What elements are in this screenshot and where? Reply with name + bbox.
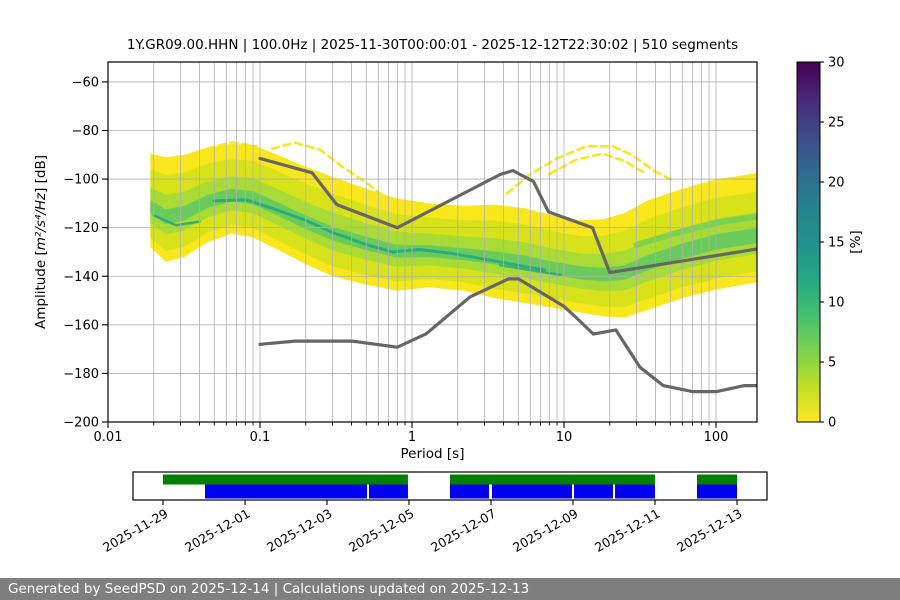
colorbar-tick-label: 5 — [828, 356, 836, 371]
x-tick-label: 10 — [556, 430, 573, 445]
psd-density-streak-0 — [212, 198, 547, 272]
colorbar-tick-label: 15 — [828, 236, 845, 251]
noise-model-curves — [258, 156, 757, 394]
psd-cloud-layer-3 — [150, 188, 757, 282]
timeline-date-label: 2025-12-01 — [182, 506, 252, 555]
colorbar-tick-label: 10 — [828, 296, 845, 311]
plot-border — [107, 61, 758, 423]
timeline-blue-segment — [615, 484, 655, 499]
timeline-date-label: 2025-11-29 — [100, 506, 170, 555]
y-axis-ticks: −60 −80 −100 −120 −140 −160 −180 −200 — [63, 75, 108, 431]
psd-sparse-wisp-1 — [505, 145, 675, 195]
x-axis-ticks: 0.01 0.1 1 10 100 — [94, 422, 729, 445]
timeline-date-label: 2025-12-03 — [264, 506, 334, 555]
x-tick-label: 100 — [704, 430, 729, 445]
timeline-date-label: 2025-12-07 — [428, 506, 498, 555]
x-tick-label: 1 — [408, 430, 416, 445]
psd-heatmap-cloud — [150, 140, 757, 318]
x-tick-label: 0.1 — [250, 430, 271, 445]
coverage-timeline: 2025-11-29 2025-12-01 2025-12-03 2025-12-05… — [100, 471, 768, 555]
psd-sparse-wisp-2 — [206, 140, 258, 150]
timeline-blue-segment — [491, 484, 572, 499]
y-tick-label: −140 — [63, 270, 99, 285]
psd-density-streak-3 — [633, 213, 757, 248]
colorbar: 0 5 10 15 20 25 30 — [796, 56, 845, 431]
psd-sparse-wisp-3 — [547, 152, 645, 176]
nhnm-curve — [258, 156, 757, 275]
colorbar-tick-label: 20 — [828, 176, 845, 191]
timeline-date-label: 2025-12-09 — [510, 506, 580, 555]
grid-lines — [108, 62, 757, 422]
y-tick-label: −180 — [63, 367, 99, 382]
colorbar-tick-label: 30 — [828, 56, 845, 71]
y-tick-label: −80 — [72, 124, 99, 139]
colorbar-unit-label: [%] — [848, 230, 864, 254]
colorbar-gradient — [796, 61, 821, 423]
y-tick-label: −200 — [63, 416, 99, 431]
psd-density-streak-1 — [152, 214, 201, 227]
timeline-blue-segment — [697, 484, 738, 499]
psd-sparse-wisp-0 — [270, 141, 382, 195]
timeline-green-segment — [697, 474, 738, 485]
x-axis-label: Period [s] — [400, 446, 465, 462]
timeline-green-segment — [162, 474, 408, 485]
timeline-blue-segment — [205, 484, 368, 499]
nlnm-curve — [258, 277, 757, 394]
status-bar: Generated by SeedPSD on 2025-12-14 | Cal… — [0, 578, 900, 600]
status-bar-text: Generated by SeedPSD on 2025-12-14 | Cal… — [8, 581, 530, 597]
timeline-blue-segment — [574, 484, 614, 499]
colorbar-tick-label: 25 — [828, 116, 845, 131]
chart-title: 1Y.GR09.00.HHN | 100.0Hz | 2025-11-30T00… — [126, 37, 739, 53]
timeline-date-label: 2025-12-13 — [674, 506, 744, 555]
y-tick-label: −100 — [63, 173, 99, 188]
y-tick-label: −120 — [63, 221, 99, 236]
timeline-blue-segment — [450, 484, 489, 499]
x-tick-label: 0.01 — [94, 430, 123, 445]
timeline-green-segment — [450, 474, 655, 485]
timeline-blue-segment — [368, 484, 408, 499]
y-axis-label: Amplitude [m²/s⁴/Hz] [dB] — [33, 154, 49, 330]
y-tick-label: −60 — [72, 75, 99, 90]
timeline-date-label: 2025-12-05 — [346, 506, 416, 555]
colorbar-tick-label: 0 — [828, 416, 836, 431]
timeline-date-label: 2025-12-11 — [592, 506, 662, 555]
psd-plot-canvas: 0.01 0.1 1 10 100−60−80−100−120−140−160−180−… — [63, 56, 845, 555]
y-tick-label: −160 — [63, 318, 99, 333]
